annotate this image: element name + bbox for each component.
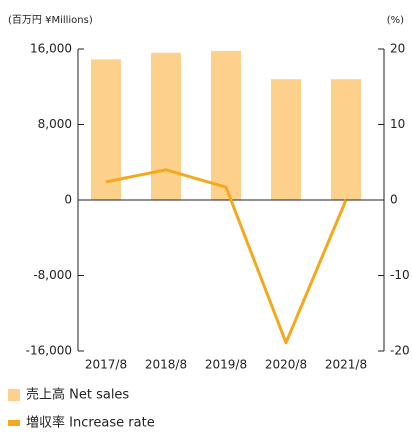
line bbox=[105, 168, 348, 345]
bar bbox=[211, 50, 241, 201]
legend-label: 増収率 Increase rate bbox=[26, 415, 155, 431]
bar bbox=[91, 59, 121, 200]
y-tick-label: -16,000 bbox=[26, 344, 72, 358]
legend-label: 売上高 Net sales bbox=[26, 387, 129, 403]
y2-tick-label: 0 bbox=[390, 193, 398, 207]
y2-tick-label: 10 bbox=[390, 117, 405, 131]
x-tick-label: 2020/8 bbox=[265, 358, 307, 372]
y2-tick-label: -10 bbox=[390, 268, 410, 282]
bar bbox=[331, 79, 361, 200]
y2-tick-label: 20 bbox=[390, 42, 405, 56]
y-tick-label: 0 bbox=[64, 193, 72, 207]
x-tick-label: 2019/8 bbox=[205, 358, 247, 372]
bar bbox=[271, 79, 301, 200]
x-tick-label: 2018/8 bbox=[145, 358, 187, 372]
left-unit: (百万円 ¥Millions) bbox=[8, 14, 93, 26]
x-tick-label: 2017/8 bbox=[85, 358, 127, 372]
legend-swatch bbox=[8, 420, 20, 426]
y-tick-label: -8,000 bbox=[33, 268, 72, 282]
bar bbox=[151, 52, 181, 201]
legend-swatch bbox=[8, 389, 20, 401]
y-tick-label: 16,000 bbox=[30, 42, 72, 56]
y-tick-label: 8,000 bbox=[38, 117, 72, 131]
x-tick-label: 2021/8 bbox=[325, 358, 367, 372]
y2-tick-label: -20 bbox=[390, 344, 410, 358]
right-unit: (%) bbox=[387, 15, 404, 26]
